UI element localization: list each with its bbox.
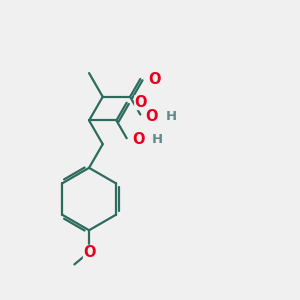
Text: O: O xyxy=(132,132,145,147)
Text: O: O xyxy=(134,95,147,110)
Text: O: O xyxy=(146,109,158,124)
Text: O: O xyxy=(83,244,95,260)
Text: O: O xyxy=(148,71,160,86)
Text: H: H xyxy=(166,110,177,122)
Text: H: H xyxy=(152,133,163,146)
